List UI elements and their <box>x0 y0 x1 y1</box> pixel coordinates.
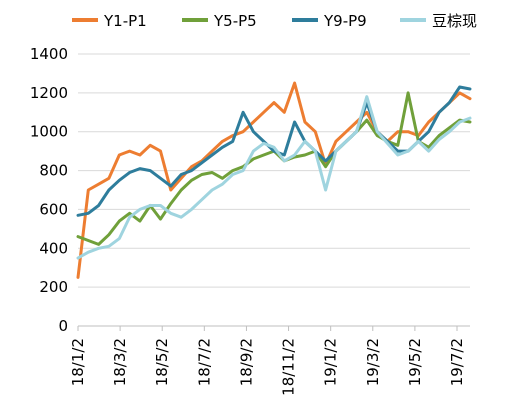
gridlines <box>78 53 470 327</box>
y-tick-label: 0 <box>58 317 68 335</box>
x-tick-label: 18/1/2 <box>69 338 87 386</box>
x-tick-label: 18/3/2 <box>111 338 129 386</box>
y-tick-label: 1200 <box>30 84 68 102</box>
x-tick-label: 18/11/2 <box>280 338 298 396</box>
series-group <box>76 81 472 279</box>
series-line-y1-p1 <box>76 81 472 279</box>
y-tick-label: 800 <box>39 162 68 180</box>
y-axis: 0 200 400 600 800 1000 1200 1400 <box>30 45 68 335</box>
x-tick-label: 18/9/2 <box>237 338 255 386</box>
y-tick-label: 1000 <box>30 123 68 141</box>
legend-label: 豆棕现 <box>432 12 477 30</box>
x-tick-label: 19/5/2 <box>406 338 424 386</box>
x-axis: 18/1/2 18/3/2 18/5/2 18/7/2 18/9/2 18/11/2 19/… <box>69 325 470 396</box>
y-tick-label: 1400 <box>30 45 68 63</box>
legend-label: Y1-P1 <box>103 12 147 30</box>
chart-legend: Y1-P1 Y5-P5 Y9-P9 豆棕现 <box>72 12 477 30</box>
legend-label: Y5-P5 <box>213 12 257 30</box>
y-tick-label: 600 <box>39 200 68 218</box>
x-tick-label: 18/7/2 <box>195 338 213 386</box>
x-tick-label: 18/5/2 <box>153 338 171 386</box>
y-tick-label: 400 <box>39 239 68 257</box>
legend-label: Y9-P9 <box>323 12 367 30</box>
y-tick-label: 200 <box>39 278 68 296</box>
series-line-dou-zong-xian <box>76 95 472 260</box>
x-tick-label: 19/7/2 <box>448 338 466 386</box>
x-tick-label: 19/3/2 <box>364 338 382 386</box>
x-tick-label: 19/1/2 <box>322 338 340 386</box>
